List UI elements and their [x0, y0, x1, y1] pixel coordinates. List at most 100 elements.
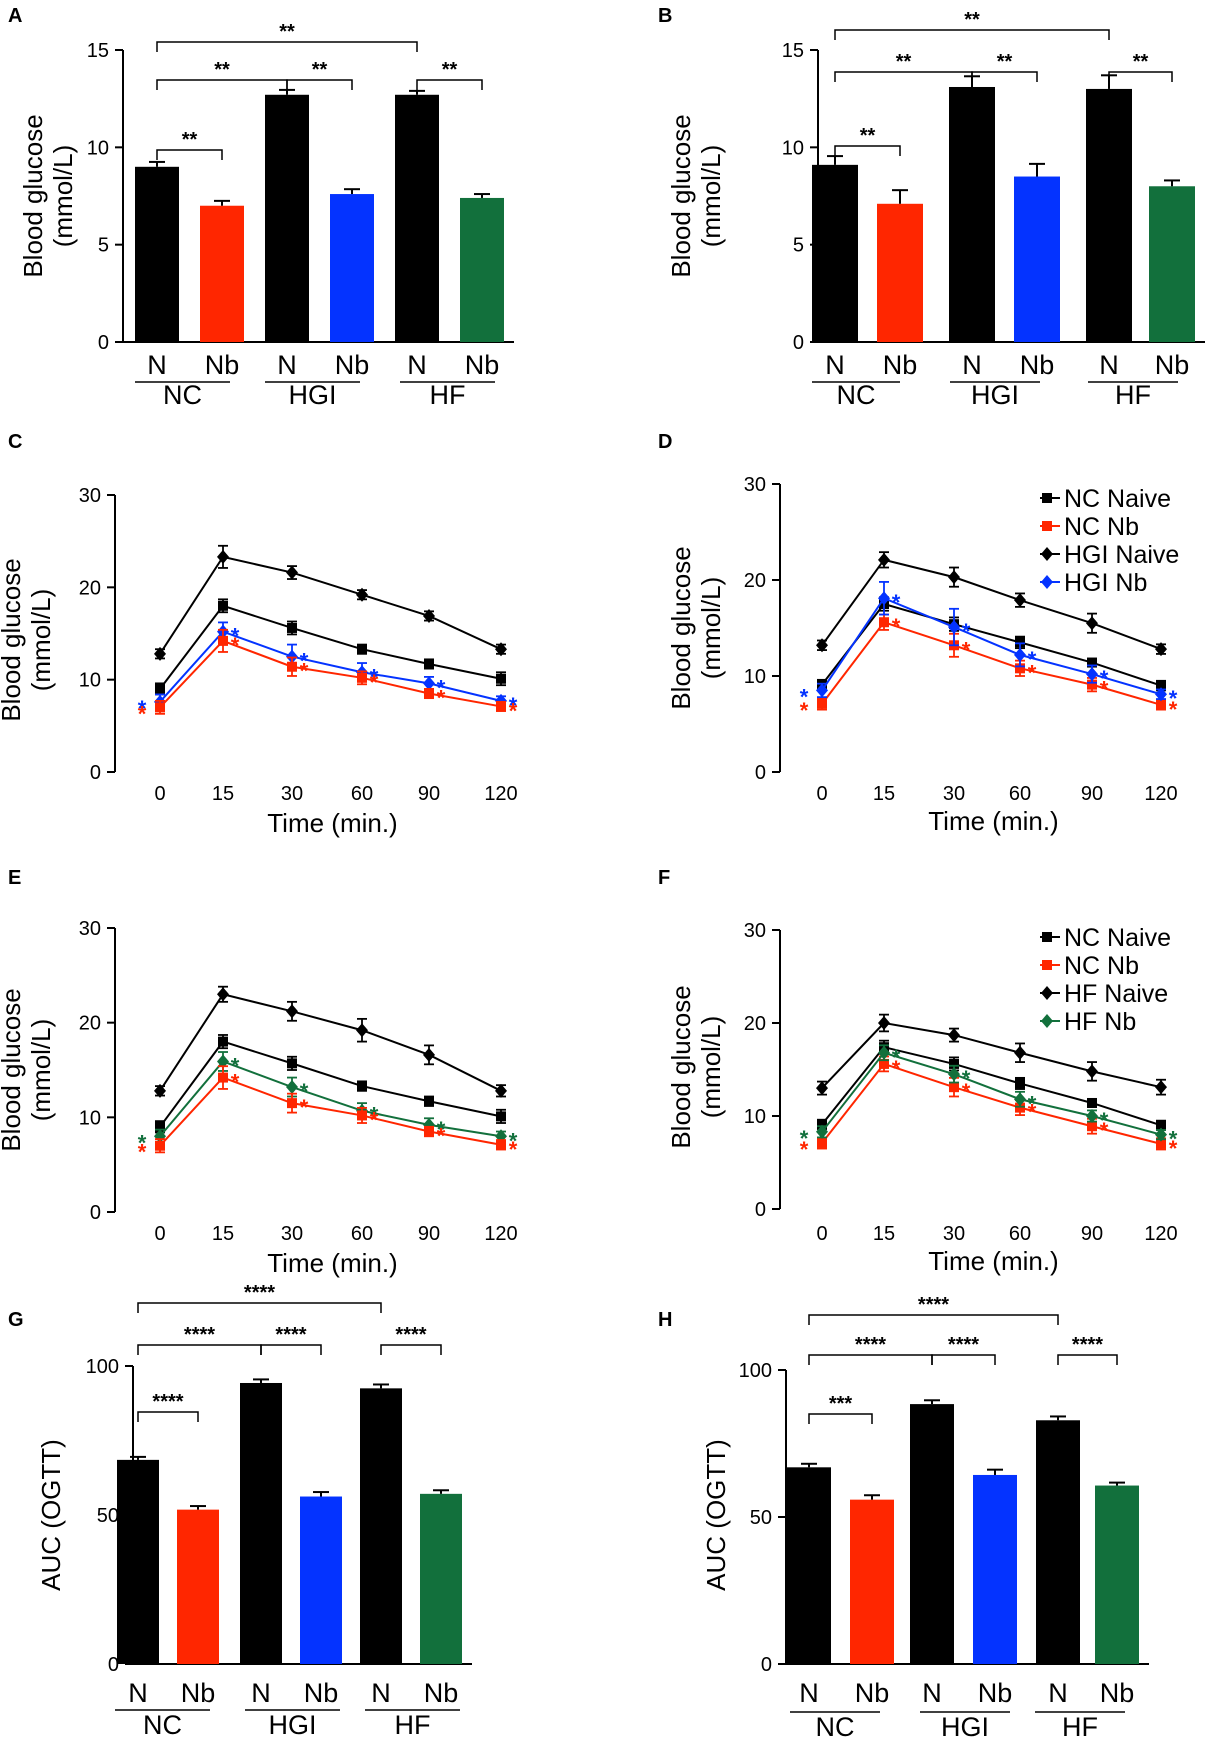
significance-label: **** [918, 1294, 949, 1316]
data-point [1156, 1138, 1166, 1149]
y-tick-label: 10 [782, 137, 804, 159]
significance-star: * [962, 619, 971, 644]
y-tick-label: 100 [86, 1356, 119, 1378]
data-point [496, 1139, 506, 1150]
y-axis-label: Blood glucose [666, 985, 696, 1148]
data-point [495, 642, 507, 657]
data-point [357, 1110, 367, 1121]
data-point [879, 1058, 889, 1069]
group-label: HF [1115, 380, 1151, 410]
significance-star: * [800, 1137, 809, 1162]
significance-bracket [808, 1413, 873, 1424]
bar-HF-N [360, 1388, 402, 1664]
significance-star: * [509, 698, 518, 723]
group-label: HF [1062, 1712, 1098, 1738]
y-tick-label: 10 [744, 1106, 766, 1128]
data-point [155, 1121, 165, 1132]
group-label: HF [395, 1710, 431, 1738]
bar-HGI-N [265, 94, 309, 342]
legend-label: HF Naive [1064, 980, 1168, 1008]
x-tick-label: 15 [873, 783, 895, 805]
category-label: N [799, 1678, 819, 1708]
x-tick-label: 0 [816, 1223, 827, 1245]
data-point [817, 698, 827, 709]
group-label: NC [816, 1712, 855, 1738]
group-label: HGI [971, 380, 1019, 410]
data-point [878, 591, 890, 606]
series-nc-nb: ****** [138, 628, 518, 726]
data-point [286, 649, 298, 664]
bar-NC-N [787, 1467, 831, 1664]
series-hf-naive [816, 1013, 1167, 1096]
legend-label: HGI Nb [1064, 569, 1147, 597]
legend-label: HGI Naive [1064, 541, 1179, 569]
series-nc-naive [817, 1039, 1166, 1131]
x-tick-label: 60 [1009, 1223, 1031, 1245]
bar-HGI-N [910, 1404, 954, 1664]
significance-star: * [231, 1053, 240, 1078]
y-tick-label: 0 [98, 332, 109, 354]
y-axis-label: (mmol/L) [26, 1019, 56, 1122]
significance-bracket [834, 71, 973, 82]
data-point [287, 1058, 297, 1069]
significance-bracket [1108, 71, 1173, 82]
category-label: N [962, 350, 982, 380]
data-point [878, 1016, 890, 1030]
category-label: N [147, 350, 167, 380]
y-axis-label: (mmol/L) [26, 589, 56, 692]
category-label: N [371, 1678, 391, 1708]
y-axis-label: Blood glucose [666, 114, 696, 277]
x-tick-label: 60 [1009, 783, 1031, 805]
y-axis-label: Blood glucose [18, 114, 48, 277]
y-tick-label: 15 [782, 40, 804, 62]
significance-star: * [437, 675, 446, 700]
significance-star: * [437, 686, 446, 711]
data-point [879, 617, 889, 628]
significance-star: * [800, 698, 809, 723]
legend-marker [1041, 986, 1053, 1000]
data-point [1015, 663, 1025, 674]
data-point [356, 1023, 368, 1038]
data-point [817, 1119, 827, 1130]
y-axis-label: AUC (OGTT) [36, 1439, 66, 1591]
category-label: Nb [1100, 1678, 1135, 1708]
data-point [155, 702, 165, 713]
significance-label: *** [829, 1393, 853, 1415]
series-nc-naive [155, 1034, 506, 1134]
data-point [217, 549, 229, 564]
legend-marker [1042, 960, 1052, 970]
x-tick-label: 60 [351, 783, 373, 805]
data-point [357, 1081, 367, 1092]
y-tick-label: 5 [793, 235, 804, 257]
y-tick-label: 0 [793, 332, 804, 354]
x-tick-label: 0 [816, 783, 827, 805]
bar-HF-N [1086, 88, 1132, 342]
panel-F: F 0 10 20 30 Blood glucose (mmol/L) 0 15 30 60 90 12… [658, 867, 1178, 1276]
legend-marker [1042, 521, 1052, 531]
y-axis-label: (mmol/L) [696, 1016, 726, 1119]
data-point [816, 683, 828, 698]
category-label: N [128, 1678, 148, 1708]
x-tick-label: 0 [154, 783, 165, 805]
significance-star: * [1028, 647, 1037, 672]
significance-label: **** [948, 1334, 979, 1356]
data-point [218, 600, 228, 611]
significance-star: * [370, 1103, 379, 1128]
data-point [1155, 1127, 1167, 1142]
bar-NC-Nb [200, 205, 244, 342]
x-tick-label: 60 [351, 1223, 373, 1245]
data-point [1086, 1109, 1098, 1123]
series-line [159, 1060, 502, 1138]
x-tick-label: 90 [418, 1223, 440, 1245]
significance-star: * [231, 624, 240, 649]
significance-star: * [800, 684, 809, 709]
significance-star: * [437, 1117, 446, 1142]
data-point [816, 638, 828, 653]
series-line [821, 621, 1162, 706]
y-tick-label: 30 [79, 918, 101, 940]
significance-star: * [509, 1128, 518, 1153]
significance-star: * [1028, 660, 1037, 685]
data-point [154, 1083, 166, 1098]
